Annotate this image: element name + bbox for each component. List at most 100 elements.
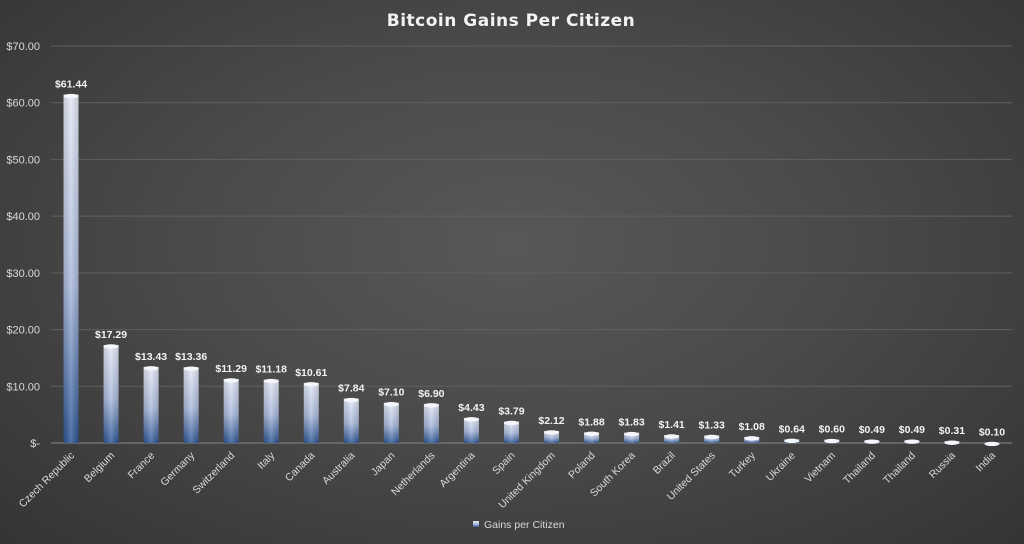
data-label: $1.88 [578,416,604,428]
bar-shading [263,379,279,443]
bar-cap [744,436,760,441]
data-label: $61.44 [55,79,87,91]
bar-cap [103,344,119,349]
bar-shading [503,421,519,443]
data-label: $7.10 [378,387,404,399]
bar-cap [664,434,680,439]
data-label: $3.79 [498,406,524,418]
bar-shading [704,435,720,443]
x-tick-label: Czech Republic [17,450,77,510]
bar-cap [864,439,880,444]
data-label: $6.90 [418,388,444,400]
x-tick-label: Spain [490,450,518,478]
x-tick-label: Ukraine [764,450,798,484]
y-tick-label: $70.00 [6,41,40,53]
data-label: $0.64 [779,423,805,435]
bar-cap [824,438,840,444]
bar-cap [704,434,720,440]
data-label: $11.18 [255,364,287,376]
data-label: $10.61 [295,367,327,379]
y-tick-label: $50.00 [6,154,40,166]
bar-cap [303,382,319,387]
bar-cap [63,93,79,99]
bar-cap [944,440,960,445]
x-tick-label: Canada [283,450,318,485]
gridlines [51,45,1012,444]
data-label: $0.10 [979,426,1005,438]
bar-cap [784,438,800,444]
bar-shading [664,435,680,443]
y-tick-label: $20.00 [6,325,40,337]
data-label: $0.49 [899,424,925,436]
y-tick-label: $10.00 [6,381,40,393]
bar-cap [383,402,399,407]
data-label: $0.60 [819,424,845,436]
x-tick-label: Thailand [881,450,918,487]
bar-shading [63,94,79,444]
bar-cap [544,430,560,435]
bar-shading [103,344,119,443]
bar-cap [263,378,279,384]
data-label: $13.43 [135,351,167,363]
bar-cap [584,431,600,437]
x-tick-label: Germany [158,449,198,489]
legend-label: Gains per Citizen [484,519,565,531]
bar-cap [624,431,640,437]
bar-cap [984,441,1000,447]
x-tick-label: Switzerland [190,450,237,497]
x-tick-label: Argentina [437,450,477,490]
y-tick-label: $60.00 [6,98,40,110]
bar-shading [343,398,359,443]
bar-shading [223,378,239,443]
x-tick-label: India [974,450,999,475]
y-tick-label: $- [30,438,40,450]
x-tick-label: Turkey [727,449,758,480]
bar-cap [423,403,439,408]
x-tick-label: Russia [927,450,958,481]
data-label: $13.36 [175,351,207,363]
data-label: $1.08 [739,421,765,433]
x-tick-label: Australia [320,450,357,487]
bar-cap [143,366,159,371]
x-tick-label: Japan [369,450,398,479]
data-label: $1.83 [618,417,644,429]
bar-cap [463,417,479,422]
bars [63,93,1000,447]
data-label: $11.29 [215,363,247,375]
data-label: $2.12 [538,415,564,427]
bar-cap [343,397,359,403]
data-label: $1.41 [659,419,685,431]
bar-shading [584,432,600,443]
data-label: $17.29 [95,329,127,341]
x-tick-label: Belgium [82,449,117,484]
data-label: $4.43 [458,402,484,414]
bar-cap [223,378,239,383]
data-label: $0.31 [939,425,965,437]
bar-shading [423,403,439,443]
bar-shading [303,382,319,443]
bar-shading [624,432,640,443]
data-label: $0.49 [859,424,885,436]
x-tick-label: Italy [255,449,278,472]
chart-title: Bitcoin Gains Per Citizen [387,11,635,31]
x-tick-label: Brazil [651,450,678,477]
y-tick-label: $30.00 [6,268,40,280]
y-tick-label: $40.00 [6,211,40,223]
data-label: $7.84 [338,383,364,395]
bar-shading [383,402,399,443]
bar-cap [183,366,199,371]
x-tick-label: Vietnam [802,449,838,485]
legend-swatch [473,521,479,527]
y-axis-ticks: $- $10.00 $20.00 $30.00 $40.00 $50.00 $60.00 $7… [6,41,40,450]
x-tick-label: France [126,450,158,482]
x-tick-label: Thailand [841,450,878,487]
x-axis-ticks: Czech Republic Belgium France GermanySwitze… [17,449,999,511]
legend: Gains per Citizen [473,519,565,531]
bar-shading [183,367,199,443]
bar-cap [503,420,519,426]
data-labels: $61.44 $17.29 $13.43 $13.36 $11.29 $11.18 $10.… [55,79,1005,439]
bar-cap [904,439,920,444]
x-tick-label: Poland [566,450,598,482]
data-label: $1.33 [699,419,725,431]
